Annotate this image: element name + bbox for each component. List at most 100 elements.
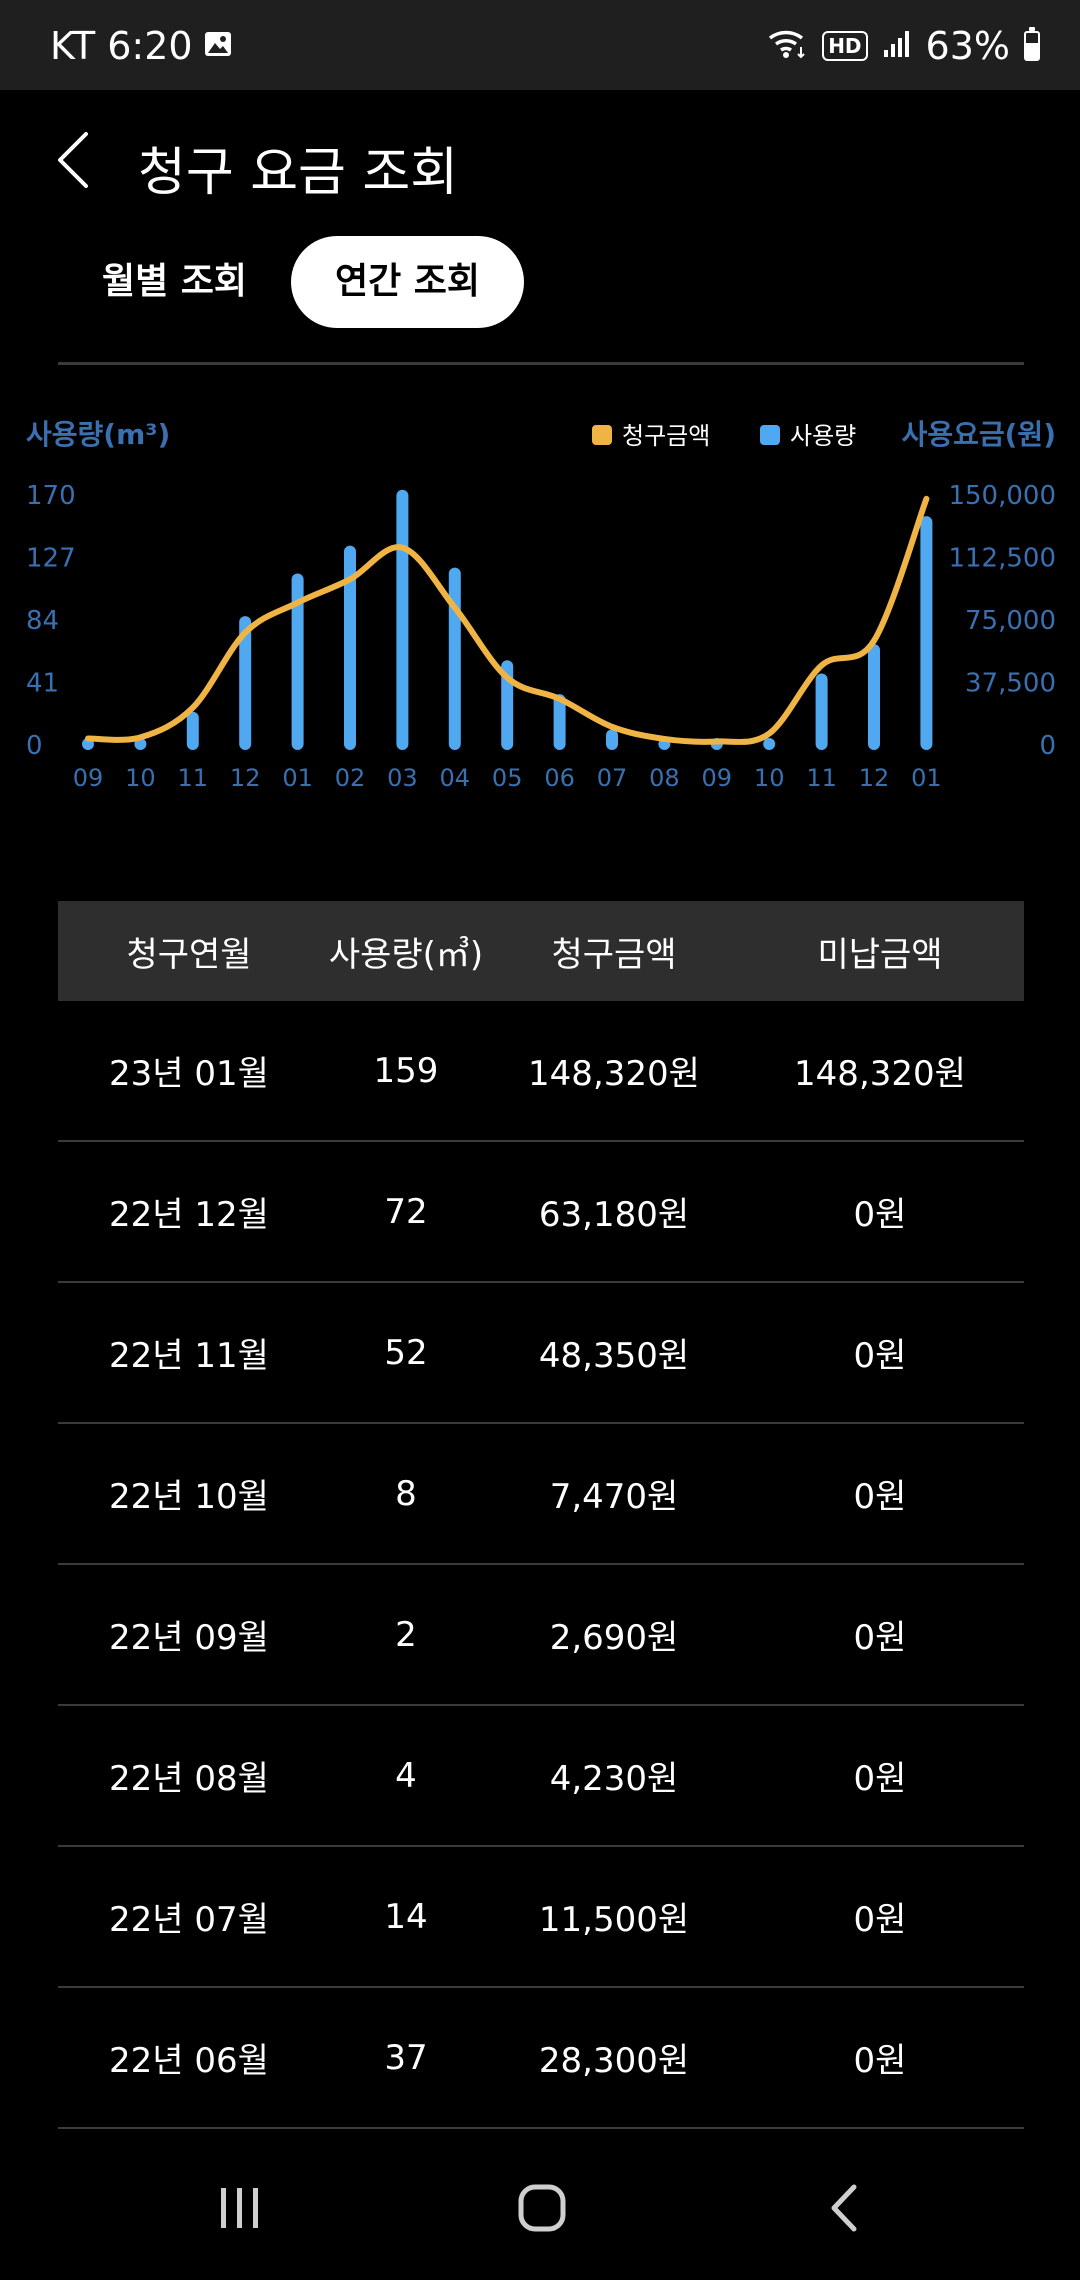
wifi-icon — [768, 24, 808, 68]
legend-label: 사용량 — [790, 422, 856, 450]
unpaid-amount: 0원 — [853, 1336, 907, 1376]
usage-value: 2 — [395, 1614, 417, 1655]
billing-month: 23년 01월 — [109, 1054, 269, 1094]
y2-tick-label: 112,500 — [948, 544, 1056, 574]
x-tick-label: 11 — [806, 764, 837, 792]
billing-table: 청구연월 사용량(㎥) 청구금액 미납금액 23년 01월 159 148,32… — [58, 901, 1024, 2129]
x-tick-label: 09 — [73, 764, 104, 792]
carrier-time: KT 6:20 — [50, 24, 193, 68]
usage-bar — [186, 711, 199, 750]
table-row[interactable]: 22년 11월 52 48,350원 0원 — [58, 1283, 1024, 1424]
billing-month: 22년 09월 — [109, 1618, 269, 1658]
unpaid-amount: 0원 — [853, 1195, 907, 1235]
table-row[interactable]: 22년 06월 37 28,300원 0원 — [58, 1988, 1024, 2129]
usage-value: 37 — [384, 2037, 428, 2078]
battery-percent: 63% — [925, 24, 1010, 68]
unpaid-amount: 0원 — [853, 1618, 907, 1658]
usage-value: 159 — [373, 1050, 439, 1091]
table-row[interactable]: 22년 08월 4 4,230원 0원 — [58, 1706, 1024, 1847]
nav-back-icon — [824, 2183, 864, 2237]
billed-amount: 48,350원 — [538, 1336, 690, 1376]
y-tick-label: 84 — [26, 606, 59, 636]
usage-bar — [868, 644, 880, 750]
unpaid-amount: 0원 — [853, 1900, 907, 1940]
billing-month: 22년 11월 — [109, 1336, 269, 1376]
legend-swatch — [760, 425, 780, 445]
billed-amount: 7,470원 — [549, 1477, 679, 1517]
usage-value: 72 — [384, 1191, 428, 1232]
home-button[interactable] — [502, 2170, 582, 2250]
header-unpaid-amount: 미납금액 — [817, 934, 943, 975]
x-tick-label: 03 — [387, 764, 418, 792]
table-row[interactable]: 22년 09월 2 2,690원 0원 — [58, 1565, 1024, 1706]
y2-tick-label: 37,500 — [965, 669, 1056, 699]
billing-amount-line — [85, 495, 930, 745]
table-row[interactable]: 23년 01월 159 148,320원 148,320원 — [58, 1001, 1024, 1142]
divider — [58, 362, 1024, 365]
y2-tick-label: 0 — [1039, 731, 1056, 761]
billed-amount: 63,180원 — [538, 1195, 690, 1235]
unpaid-amount: 0원 — [853, 1477, 907, 1517]
x-tick-label: 01 — [911, 764, 942, 792]
table-row[interactable]: 22년 12월 72 63,180원 0원 — [58, 1142, 1024, 1283]
usage-bar — [291, 573, 304, 750]
billing-month: 22년 10월 — [109, 1477, 269, 1517]
usage-bar — [815, 673, 828, 750]
recents-icon — [215, 2185, 265, 2235]
billed-amount: 28,300원 — [538, 2041, 690, 2081]
billed-amount: 11,500원 — [538, 1900, 690, 1940]
usage-bar — [239, 616, 252, 750]
chevron-left-icon — [52, 130, 92, 194]
x-tick-label: 07 — [597, 764, 628, 792]
unpaid-amount: 0원 — [853, 2041, 907, 2081]
x-tick-label: 10 — [125, 764, 156, 792]
x-tick-label: 10 — [754, 764, 785, 792]
usage-value: 8 — [395, 1473, 417, 1514]
usage-value: 4 — [395, 1755, 417, 1796]
y-tick-label: 41 — [26, 669, 59, 699]
x-tick-label: 05 — [492, 764, 523, 792]
x-tick-label: 02 — [335, 764, 366, 792]
back-button[interactable] — [52, 132, 112, 192]
billing-month: 22년 08월 — [109, 1759, 269, 1799]
billed-amount: 148,320원 — [528, 1054, 700, 1094]
usage-bar — [763, 738, 776, 750]
usage-bar — [606, 729, 618, 750]
battery-icon — [1024, 27, 1040, 61]
recents-button[interactable] — [200, 2170, 280, 2250]
unpaid-amount: 0원 — [853, 1759, 907, 1799]
billing-month: 22년 06월 — [109, 2041, 269, 2081]
gallery-notification-icon — [203, 24, 233, 68]
legend-label: 청구금액 — [622, 422, 710, 450]
chart-svg: 사용량(m³) 사용요금(원) 청구금액 사용량 170 127 84 41 0 150,000 1… — [26, 418, 1056, 792]
y-tick-label: 170 — [26, 481, 76, 511]
status-bar: KT 6:20 HD — [0, 0, 1080, 90]
usage-value: 52 — [384, 1332, 428, 1373]
billed-amount: 4,230원 — [549, 1759, 679, 1799]
usage-bar — [920, 516, 933, 750]
home-icon — [516, 2182, 568, 2238]
tab-annual[interactable]: 연간 조회 — [291, 236, 525, 328]
header-usage: 사용량(㎥) — [328, 934, 484, 975]
table-row[interactable]: 22년 10월 8 7,470원 0원 — [58, 1424, 1024, 1565]
table-header: 청구연월 사용량(㎥) 청구금액 미납금액 — [58, 901, 1024, 1001]
x-tick-label: 06 — [544, 764, 575, 792]
header-billed-amount: 청구금액 — [551, 934, 677, 975]
y2-tick-label: 150,000 — [948, 481, 1056, 511]
usage-bar — [448, 567, 461, 750]
hd-voice-icon: HD — [822, 31, 868, 61]
x-tick-label: 12 — [859, 764, 890, 792]
usage-chart: 사용량(m³) 사용요금(원) 청구금액 사용량 170 127 84 41 0 150,000 1… — [0, 400, 1080, 820]
nav-back-button[interactable] — [804, 2170, 884, 2250]
tab-bar: 월별 조회 연간 조회 — [58, 236, 525, 328]
unpaid-amount: 148,320원 — [794, 1054, 966, 1094]
usage-bar — [396, 489, 409, 750]
table-row[interactable]: 22년 07월 14 11,500원 0원 — [58, 1847, 1024, 1988]
legend-swatch — [592, 425, 612, 445]
page-title: 청구 요금 조회 — [138, 143, 459, 203]
x-tick-label: 09 — [702, 764, 733, 792]
signal-icon — [882, 24, 912, 68]
x-tick-label: 12 — [230, 764, 261, 792]
billing-month: 22년 12월 — [109, 1195, 269, 1235]
tab-monthly[interactable]: 월별 조회 — [102, 261, 248, 302]
